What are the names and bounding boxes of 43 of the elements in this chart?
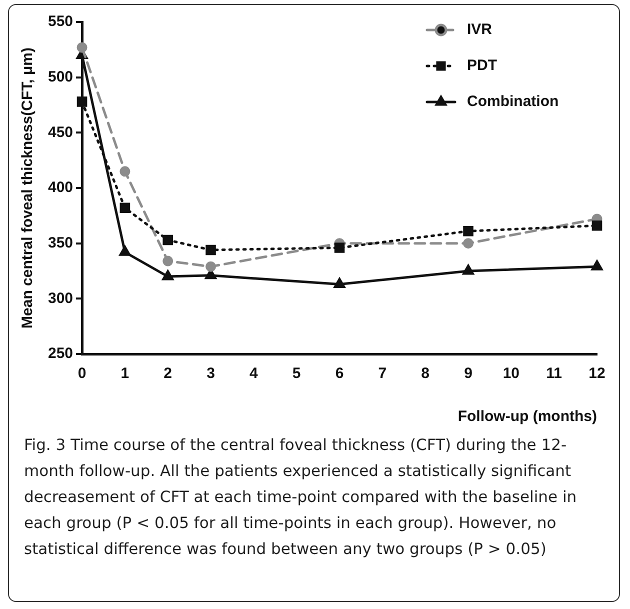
point (120, 166, 130, 177)
legend-label: IVR (467, 21, 492, 38)
point (463, 238, 474, 249)
x-tick-label: 9 (464, 365, 472, 382)
point (76, 96, 88, 107)
y-tick-label: 300 (48, 290, 74, 307)
y-tick-label: 250 (48, 345, 74, 362)
point (206, 244, 216, 256)
x-tick-label: 7 (378, 365, 387, 382)
point (162, 270, 174, 280)
y-axis-title: Mean central foveal thickness(CFT, μm) (19, 48, 36, 328)
point (334, 278, 346, 288)
point (162, 234, 173, 246)
y-tick-label: 450 (48, 124, 74, 141)
point (463, 226, 474, 236)
x-tick-label: 6 (335, 365, 344, 382)
x-tick-label: 2 (164, 365, 172, 382)
legend-label: PDT (467, 57, 497, 74)
y-tick-label: 550 (48, 13, 74, 30)
point (462, 264, 474, 275)
x-axis-title: Follow-up (months) (458, 408, 597, 426)
x-tick-label: 3 (206, 365, 215, 382)
x-tick-label: 1 (120, 365, 130, 382)
point (76, 42, 88, 53)
point (592, 220, 602, 231)
point (120, 202, 130, 214)
point (162, 256, 174, 266)
point (119, 246, 131, 256)
point (591, 260, 603, 270)
legend-label: Combination (467, 93, 559, 110)
caption: Fig. 3 Time course of the central foveal thickness (CFT) during the 12-month follow-up. All the patients experienced a statistically significant decreasement of CFT at each time-point compared with the baseline in each group (P < 0.05 for all time-points in each group). However, no statistical difference was found between any two groups (P > 0.05) (24, 435, 578, 560)
x-tick-label: 8 (421, 365, 430, 382)
x-tick-label: 4 (250, 365, 259, 382)
y-tick-label: 400 (48, 179, 74, 196)
x-tick-label: 10 (502, 365, 520, 382)
y-tick-label: 350 (48, 234, 74, 252)
point (334, 242, 345, 253)
x-tick-label: 5 (292, 365, 301, 382)
point (206, 261, 216, 272)
y-tick-label: 500 (48, 68, 74, 86)
x-tick-label: 12 (588, 365, 606, 382)
x-tick-label: 11 (546, 365, 562, 382)
x-tick-label: 0 (78, 365, 86, 382)
